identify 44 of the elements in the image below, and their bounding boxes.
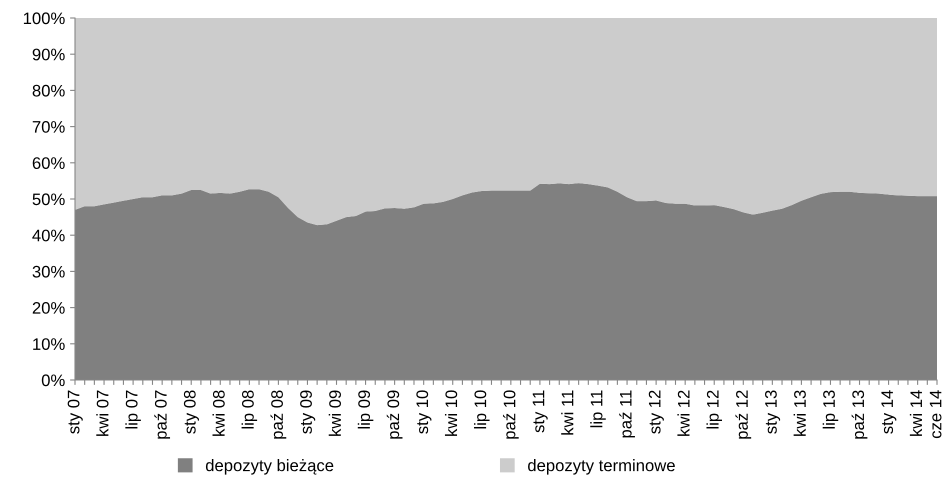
x-tick-label: kwi 14 [910, 390, 922, 436]
x-tick-label: kwi 11 [561, 390, 574, 435]
x-tick-label: sty 14 [881, 390, 896, 434]
x-tick-label: sty 12 [648, 390, 664, 434]
y-tick-label: 50% [32, 193, 65, 206]
y-tick-label: 0% [42, 374, 65, 386]
x-tick-label: lip 09 [358, 390, 374, 428]
x-tick-label: sty 11 [532, 390, 548, 432]
x-tick-label: paź 08 [270, 390, 286, 439]
x-tick-label: paź 12 [735, 390, 752, 439]
x-tick-label: lip 13 [822, 390, 838, 428]
x-tick-label: lip 10 [474, 390, 490, 428]
x-tick-label: paź 10 [502, 390, 519, 439]
y-tick-label: 40% [32, 230, 65, 242]
x-tick-label: cze 14 [930, 390, 942, 438]
x-tick-label: lip 12 [706, 390, 722, 428]
x-tick-label: paź 09 [386, 390, 402, 439]
x-tick-label: lip 07 [125, 390, 141, 428]
y-tick-label: 80% [32, 84, 65, 97]
x-tick-label: sty 09 [300, 390, 316, 434]
x-tick-label: kwi 13 [794, 390, 806, 436]
x-tick-label: paź 07 [154, 390, 170, 439]
y-tick-label: 60% [32, 157, 65, 170]
x-tick-label: sty 10 [416, 390, 432, 434]
x-tick-label: sty 07 [68, 390, 83, 434]
y-tick-label: 90% [32, 48, 65, 60]
legend-label: depozyty bieżące [206, 459, 334, 475]
x-tick-label: kwi 07 [96, 390, 109, 436]
y-tick-label: 20% [32, 302, 65, 314]
legend-label: depozyty terminowe [528, 459, 675, 475]
x-tick-label: sty 13 [765, 390, 780, 434]
y-tick-label: 30% [32, 266, 65, 278]
x-tick-label: sty 08 [184, 390, 199, 434]
y-tick-label: 70% [32, 121, 65, 133]
x-tick-label: paź 11 [619, 390, 635, 438]
x-tick-label: lip 11 [590, 390, 606, 428]
x-tick-label: kwi 10 [444, 390, 458, 436]
x-tick-label: kwi 12 [677, 390, 690, 436]
y-tick-label: 100% [24, 12, 65, 24]
y-tick-label: 10% [33, 338, 65, 350]
x-tick-label: kwi 08 [212, 390, 225, 436]
x-tick-label: paź 13 [852, 390, 868, 439]
x-tick-label: kwi 09 [328, 390, 341, 436]
x-tick-label: lip 08 [242, 390, 258, 428]
